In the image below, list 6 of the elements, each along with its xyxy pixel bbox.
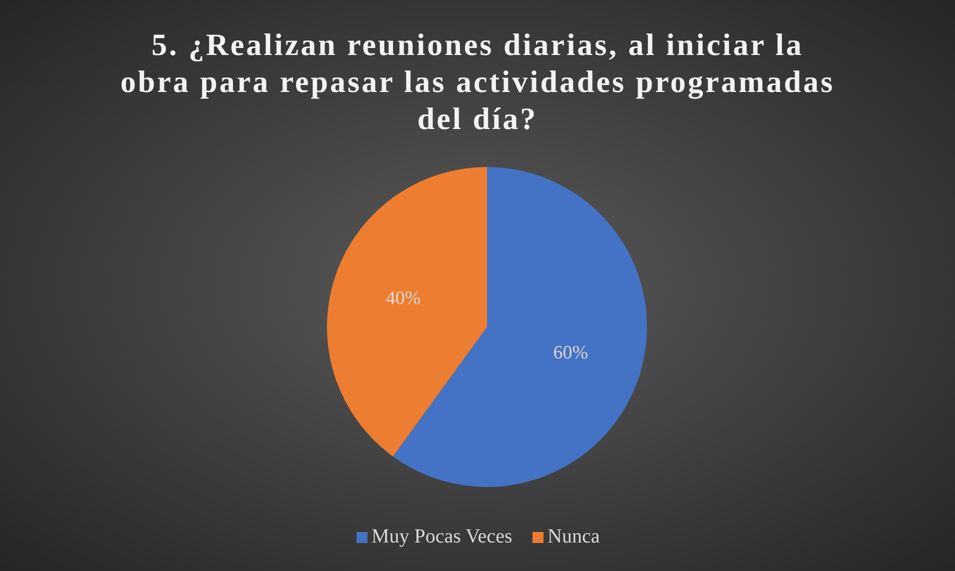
pie-slice [327, 167, 487, 456]
legend-label: Muy Pocas Veces [372, 526, 512, 548]
data-label: 60% [553, 342, 588, 364]
chart-title: 5. ¿Realizan reuniones diarias, al iniciar la obra para repasar las actividades programadas del día? [120, 27, 835, 136]
legend-label: Nunca [548, 526, 600, 548]
data-label: 40% [386, 288, 421, 310]
